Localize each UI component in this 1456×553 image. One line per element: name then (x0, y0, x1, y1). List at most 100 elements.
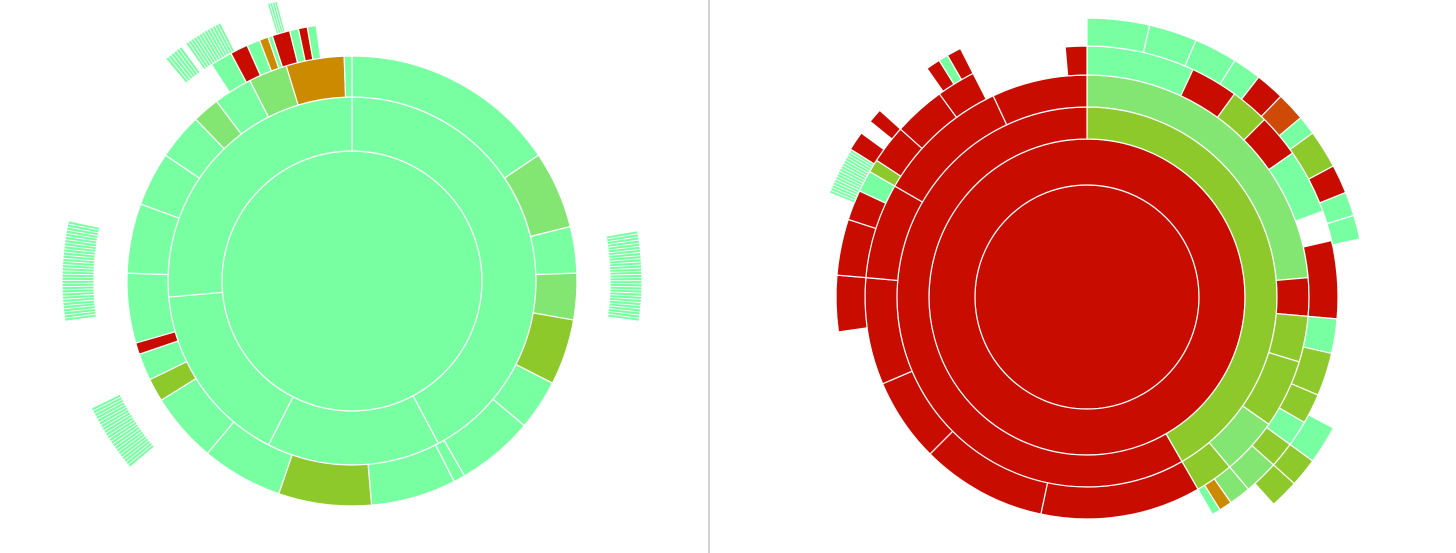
right-sunburst-chart[interactable] (710, 0, 1456, 553)
leaf-fringe-0-divider-4 (607, 242, 640, 248)
leaf-fringe-0-divider-7 (608, 251, 641, 257)
sunburst-segment-r4-14[interactable] (1197, 484, 1221, 516)
leaf-fringe-1-divider-14 (103, 413, 132, 432)
sunburst-segment-r0-0[interactable] (974, 184, 1200, 410)
ring-3 (210, 24, 322, 94)
leaf-fringe-3-divider-3 (173, 52, 194, 78)
ring-2 (126, 55, 578, 507)
leaf-fringe-0-divider-10 (841, 165, 867, 179)
leaf-fringe-1-divider-7 (115, 430, 143, 450)
leaf-fringe-4-divider-6 (200, 32, 219, 61)
leaf-fringe-0-divider-22 (609, 296, 642, 300)
left-sunburst-chart[interactable] (0, 0, 708, 553)
sunburst-segment-r2-3[interactable] (532, 272, 578, 321)
sunburst-segment-r2-23[interactable] (343, 55, 353, 98)
leaf-fringe-0-divider-6 (608, 248, 641, 254)
leaf-fringe-0-divider-13 (846, 157, 871, 172)
sunburst-segment-r5-18[interactable] (946, 47, 974, 81)
sunburst-segment-r5-13[interactable] (1254, 464, 1296, 506)
leaf-fringe-2-divider-6 (62, 299, 95, 303)
leaf-fringe-0-divider-25 (608, 305, 641, 310)
leaf-fringe-0-divider-19 (609, 288, 642, 291)
leaf-fringe-4-divider-2 (190, 39, 209, 67)
ring-1 (167, 96, 537, 466)
sunburst-segment-r3-8[interactable] (306, 24, 322, 61)
panel-divider[interactable] (708, 0, 710, 553)
leaf-fringe-2-divider-27 (65, 235, 98, 242)
leaf-fringe-1-divider-10 (110, 423, 138, 443)
leaf-fringe-5-divider-3 (274, 1, 284, 33)
leaf-fringe-0-divider-1 (830, 189, 856, 201)
leaf-fringe-0-divider-12 (609, 267, 642, 270)
leaf-fringe-0-divider-8 (608, 255, 641, 259)
leaf-fringe-4-divider-8 (206, 29, 224, 58)
leaf-fringe-2-divider-8 (62, 294, 95, 297)
leaf-fringe-1-divider-19 (95, 401, 125, 418)
leaf-fringe-2-divider-16 (62, 270, 95, 273)
sunburst-segment-r5-10[interactable] (1326, 214, 1361, 246)
leaf-fringe-2-divider-20 (62, 257, 95, 262)
leaf-fringe-0-divider-2 (606, 236, 639, 243)
leaf-fringe-0-divider-28 (607, 313, 640, 319)
sunburst-segment-r4-15[interactable] (835, 274, 868, 333)
leaf-fringe-4-divider-9 (208, 28, 226, 57)
leaf-fringe-4-divider-10 (211, 26, 228, 56)
sunburst-segment-r3-12[interactable] (992, 74, 1088, 126)
leaf-fringe-2-divider-15 (62, 273, 95, 276)
leaf-fringe-0-divider-12 (844, 159, 869, 174)
leaf-fringe-1-divider-2 (125, 442, 152, 463)
leaf-fringe-0-divider-3 (832, 184, 858, 196)
leaf-fringe-1[interactable] (90, 393, 156, 469)
leaf-fringe-2-divider-31 (67, 223, 100, 231)
leaf-fringe-2-divider-7 (62, 296, 95, 300)
leaf-fringe-0-divider-11 (843, 162, 868, 177)
leaf-fringe-2-divider-25 (64, 242, 97, 248)
leaf-fringe-2-divider-5 (63, 302, 95, 307)
leaf-fringe-0-divider-21 (609, 294, 642, 297)
leaf-fringe-0-divider-5 (608, 245, 640, 251)
ring-5 (849, 17, 1361, 506)
leaf-fringe-2-divider-30 (67, 226, 99, 234)
left-sunburst-panel (0, 0, 708, 553)
leaf-fringe-0-divider-7 (837, 173, 863, 186)
ring-0 (974, 184, 1200, 410)
leaf-fringe-0-divider-14 (609, 273, 642, 276)
sunburst-segment-r5-14[interactable] (849, 132, 885, 165)
leaf-fringe-group (828, 148, 875, 204)
leaf-fringe-0-divider-2 (831, 186, 857, 199)
sunburst-segment-r4-5[interactable] (1302, 239, 1339, 320)
leaf-fringe-0-divider-24 (609, 302, 641, 307)
leaf-fringe-0[interactable] (828, 148, 875, 204)
sunburst-segment-r5-15[interactable] (869, 109, 902, 140)
leaf-fringe-4-divider-1 (187, 41, 207, 69)
sunburst-segment-r3-1[interactable] (1275, 277, 1310, 317)
leaf-fringe-2-divider-10 (62, 288, 95, 291)
leaf-fringe-2-divider-21 (63, 254, 96, 259)
leaf-fringe-0-divider-10 (609, 261, 642, 265)
leaf-fringe-2-divider-9 (62, 291, 95, 294)
leaf-fringe-0-divider-23 (609, 299, 642, 304)
leaf-fringe-2-divider-4 (63, 305, 96, 310)
leaf-fringe-1-divider-20 (94, 398, 123, 415)
leaf-fringe-2-divider-17 (62, 267, 95, 270)
leaf-fringe-1-divider-5 (119, 435, 146, 456)
sunburst-segment-r4-23[interactable] (1064, 45, 1088, 77)
leaf-fringe-5-divider-2 (271, 2, 282, 34)
leaf-fringe-1-divider-6 (117, 432, 145, 453)
leaf-fringe-4-divider-12 (217, 23, 233, 53)
leaf-fringe-2-divider-1 (64, 313, 97, 319)
leaf-fringe-0-divider-11 (609, 264, 642, 268)
leaf-fringe-1-divider-17 (98, 406, 127, 423)
leaf-fringe-2-divider-19 (62, 260, 95, 265)
leaf-fringe-4-divider-5 (198, 34, 216, 63)
sunburst-segment-r0-0[interactable] (221, 150, 483, 412)
leaf-fringe-4-divider-4 (195, 36, 214, 64)
leaf-fringe-2-divider-23 (63, 248, 96, 253)
leaf-fringe-2-divider-29 (66, 229, 99, 237)
right-sunburst-panel (710, 0, 1456, 553)
sunburst-segment-r2-15[interactable] (126, 272, 176, 344)
leaf-fringe-2-divider-22 (63, 251, 96, 256)
leaf-fringe-1-divider-4 (121, 437, 148, 458)
leaf-fringe-3-divider-5 (178, 48, 199, 75)
leaf-fringe-0-divider-3 (607, 239, 640, 245)
